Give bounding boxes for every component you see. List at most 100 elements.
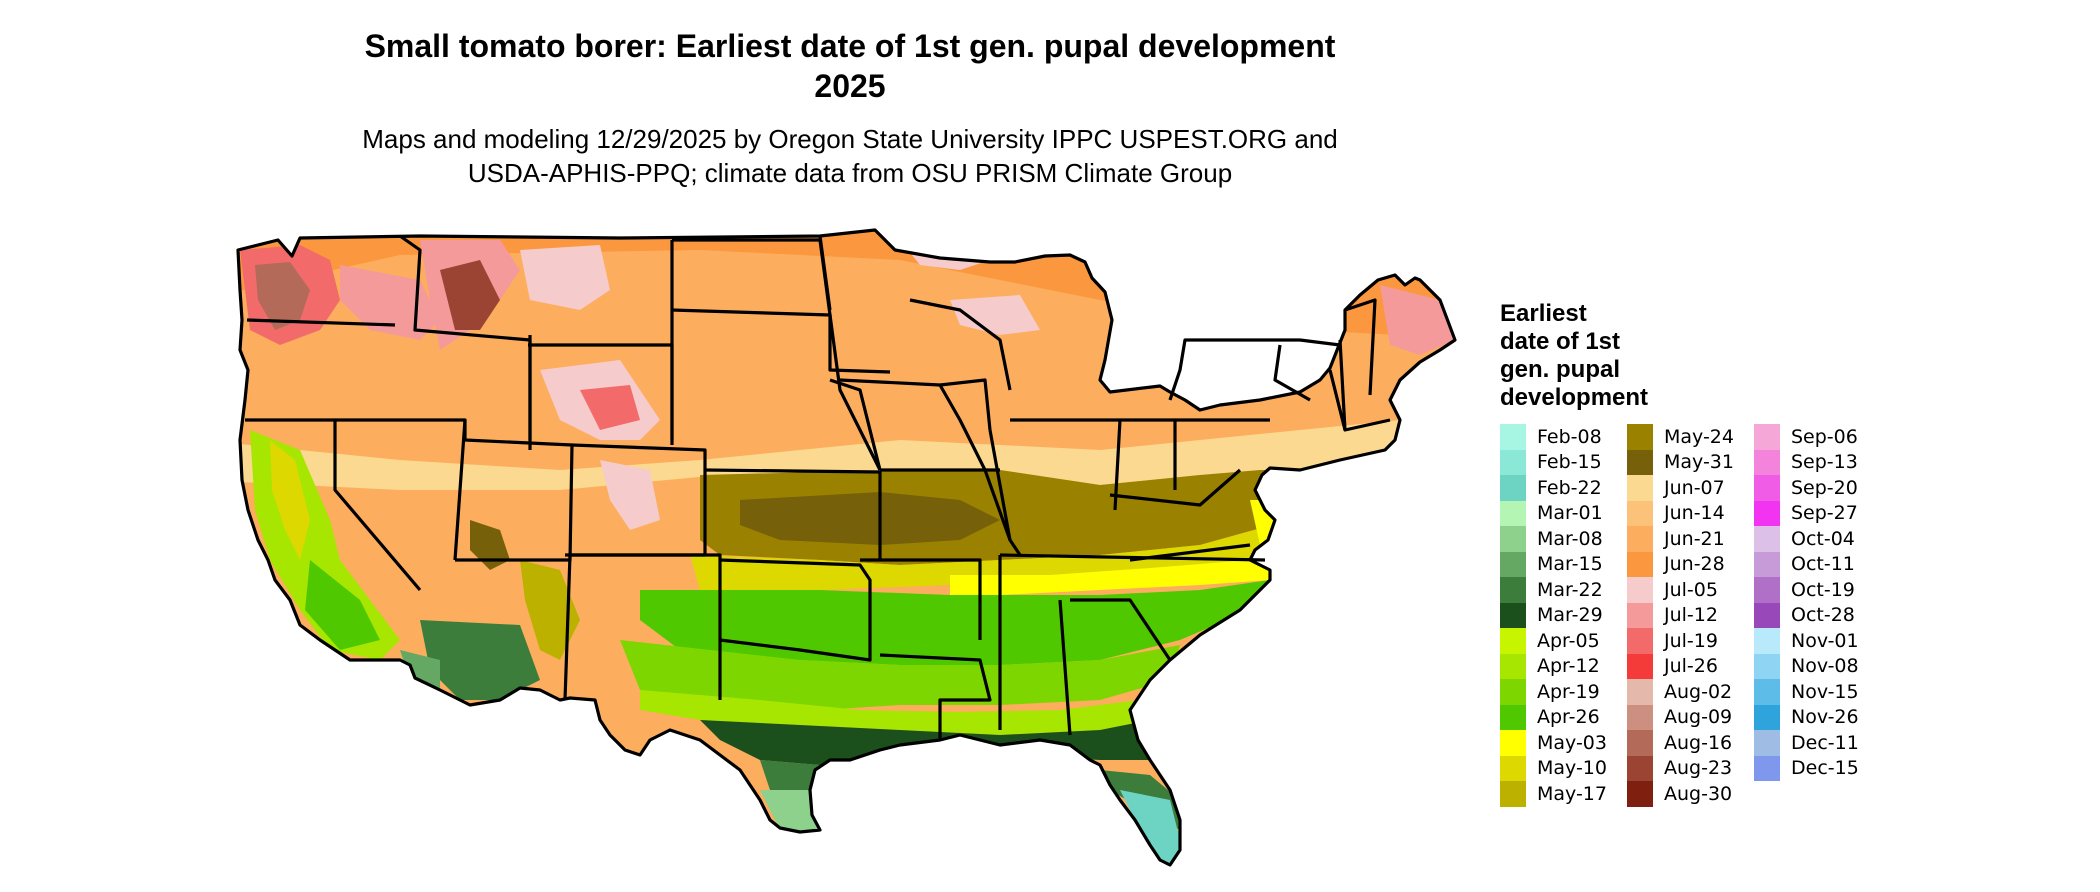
map-title-line: Small tomato borer: Earliest date of 1st…: [364, 28, 1336, 64]
legend-item: Mar-29: [1500, 602, 1627, 628]
map-subtitle-line: USDA-APHIS-PPQ; climate data from OSU PR…: [467, 158, 1233, 188]
legend-swatch: [1754, 526, 1780, 552]
legend-swatch: [1627, 500, 1653, 526]
legend-swatch: [1500, 449, 1526, 475]
legend-item: Mar-22: [1500, 577, 1627, 603]
legend-item: Jul-12: [1627, 602, 1754, 628]
legend-swatch: [1754, 500, 1780, 526]
legend-item: May-10: [1500, 755, 1627, 781]
legend-column: Sep-06 Sep-13 Sep-20 Sep-27 Oct-04 Oct-11 Oct-…: [1754, 424, 1881, 807]
legend-label: Feb-08: [1537, 425, 1602, 448]
map-title-year: 2025: [814, 68, 886, 104]
legend-swatch: [1500, 679, 1526, 705]
legend-item: Jun-21: [1627, 526, 1754, 552]
legend-label: Sep-13: [1791, 451, 1858, 474]
legend-swatch: [1627, 730, 1653, 756]
legend-label: Jun-21: [1664, 527, 1725, 550]
legend-swatch: [1627, 704, 1653, 730]
legend-item: Sep-20: [1754, 475, 1881, 501]
legend-label: Apr-26: [1537, 706, 1600, 729]
legend-title-line: Earliest: [1500, 300, 1587, 327]
legend-item: Aug-02: [1627, 679, 1754, 705]
legend-item: Aug-16: [1627, 730, 1754, 756]
legend-swatch: [1627, 781, 1653, 807]
legend-label: May-17: [1537, 782, 1607, 805]
legend-swatch: [1754, 730, 1780, 756]
legend-label: May-10: [1537, 757, 1607, 780]
legend-label: Apr-12: [1537, 655, 1600, 678]
legend-swatch: [1754, 704, 1780, 730]
legend-label: Apr-19: [1537, 680, 1600, 703]
legend-swatch: [1754, 602, 1780, 628]
legend-label: Aug-23: [1664, 757, 1733, 780]
legend-item: Apr-26: [1500, 704, 1627, 730]
legend-item: Oct-19: [1754, 577, 1881, 603]
legend-item: Feb-22: [1500, 475, 1627, 501]
legend-label: Mar-01: [1537, 502, 1603, 525]
legend-swatch: [1627, 577, 1653, 603]
legend-title-line: date of 1st: [1500, 328, 1621, 355]
legend-item: Sep-06: [1754, 424, 1881, 450]
legend-item: Jul-05: [1627, 577, 1754, 603]
legend-label: Sep-06: [1791, 425, 1858, 448]
legend-swatch: [1627, 679, 1653, 705]
legend-item: Apr-05: [1500, 628, 1627, 654]
legend-item: Mar-08: [1500, 526, 1627, 552]
legend-swatch: [1500, 602, 1526, 628]
legend-label: Oct-11: [1791, 553, 1855, 576]
legend-swatch: [1627, 526, 1653, 552]
legend-swatch: [1754, 424, 1780, 450]
legend-label: Apr-05: [1537, 629, 1600, 652]
legend-item: Feb-15: [1500, 449, 1627, 475]
legend-swatch: [1754, 475, 1780, 501]
legend-item: Nov-01: [1754, 628, 1881, 654]
legend-swatch: [1500, 500, 1526, 526]
legend-swatch: [1500, 577, 1526, 603]
legend-swatch: [1754, 449, 1780, 475]
legend-swatch: [1627, 653, 1653, 679]
legend-label: Mar-29: [1537, 604, 1603, 627]
legend-item: Nov-08: [1754, 653, 1881, 679]
legend-label: Oct-04: [1791, 527, 1855, 550]
legend-title-line: development: [1500, 384, 1649, 411]
legend-item: Jun-07: [1627, 475, 1754, 501]
legend-item: Mar-01: [1500, 500, 1627, 526]
map-color-zones: [238, 230, 1455, 865]
legend-label: Aug-09: [1664, 706, 1733, 729]
legend-label: Aug-02: [1664, 680, 1733, 703]
legend-label: Jun-07: [1664, 476, 1725, 499]
legend-label: Jun-28: [1664, 553, 1725, 576]
legend-swatch: [1754, 679, 1780, 705]
legend-label: Aug-16: [1664, 731, 1733, 754]
legend-label: Nov-26: [1791, 706, 1859, 729]
legend-swatch: [1754, 628, 1780, 654]
legend-item: Apr-12: [1500, 653, 1627, 679]
legend-swatch: [1627, 449, 1653, 475]
legend-swatch: [1627, 602, 1653, 628]
legend-item: Aug-23: [1627, 755, 1754, 781]
map-state-borders: [236, 228, 1457, 867]
legend-label: Oct-28: [1791, 604, 1855, 627]
legend-item: May-31: [1627, 449, 1754, 475]
legend-label: Nov-01: [1791, 629, 1859, 652]
legend-item: Aug-09: [1627, 704, 1754, 730]
legend-title-line: gen. pupal: [1500, 356, 1620, 383]
legend-label: May-24: [1664, 425, 1734, 448]
legend-item: Apr-19: [1500, 679, 1627, 705]
legend-item: Feb-08: [1500, 424, 1627, 450]
legend-swatch: [1627, 551, 1653, 577]
legend-swatch: [1627, 475, 1653, 501]
legend-label: Nov-15: [1791, 680, 1859, 703]
legend-label: Mar-22: [1537, 578, 1603, 601]
legend-swatch: [1500, 781, 1526, 807]
legend-swatch: [1754, 755, 1780, 781]
legend-label: Dec-11: [1791, 731, 1859, 754]
legend-label: Jun-14: [1664, 502, 1725, 525]
legend-item: Oct-28: [1754, 602, 1881, 628]
legend-label: Aug-30: [1664, 782, 1733, 805]
legend-item: Dec-15: [1754, 755, 1881, 781]
legend-swatch: [1500, 755, 1526, 781]
legend-item: Jul-26: [1627, 653, 1754, 679]
legend-item: Mar-15: [1500, 551, 1627, 577]
